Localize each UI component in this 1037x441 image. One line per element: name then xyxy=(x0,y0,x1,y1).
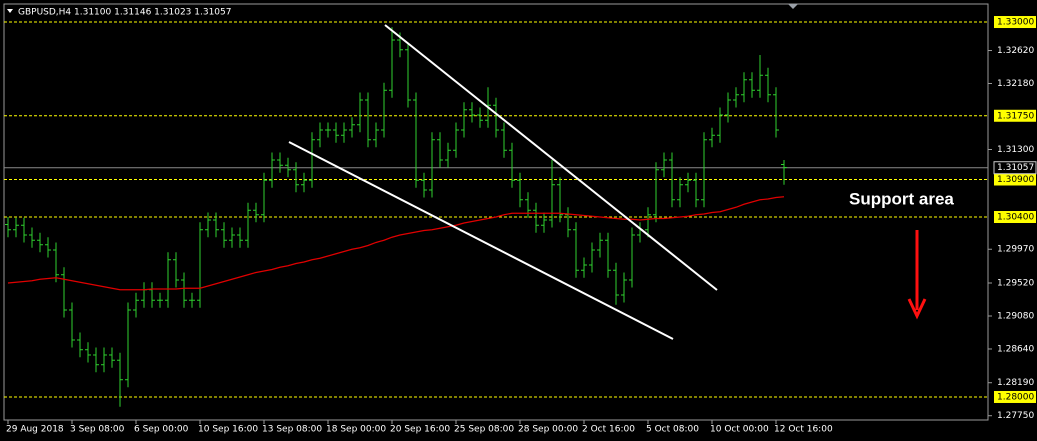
level-label-box xyxy=(994,390,1036,403)
x-tick-label: 10 Sep 16:00 xyxy=(198,425,258,435)
level-label: 1.31750 xyxy=(997,111,1034,121)
level-label-box xyxy=(994,109,1036,122)
x-tick-label: 28 Sep 00:00 xyxy=(518,425,578,435)
x-tick-label: 12 Oct 16:00 xyxy=(774,425,833,435)
chart-title: GBPUSD,H4 1.31100 1.31146 1.31023 1.3105… xyxy=(18,8,231,18)
y-tick-label: 1.27750 xyxy=(997,411,1034,421)
x-tick-label: 5 Oct 08:00 xyxy=(646,425,699,435)
plot-frame xyxy=(3,3,989,421)
trendline xyxy=(288,141,674,340)
x-tick-label: 2 Oct 16:00 xyxy=(582,425,635,435)
level-label-box xyxy=(994,210,1036,223)
price-label-box xyxy=(993,161,1037,175)
x-tick-label: 13 Sep 08:00 xyxy=(262,425,322,435)
y-tick-label: 1.31300 xyxy=(997,145,1034,155)
level-label: 1.30400 xyxy=(997,212,1034,222)
y-tick-label: 1.28190 xyxy=(997,378,1034,388)
y-tick-label: 1.32180 xyxy=(997,79,1034,89)
price-label: 1.31057 xyxy=(997,163,1034,173)
y-tick-label: 1.29970 xyxy=(997,245,1034,255)
y-tick-label: 1.28640 xyxy=(997,344,1034,354)
x-tick-label: 20 Sep 16:00 xyxy=(390,425,450,435)
y-tick-label: 1.32620 xyxy=(997,46,1034,56)
level-label: 1.33000 xyxy=(997,18,1034,28)
x-tick-label: 18 Sep 00:00 xyxy=(326,425,386,435)
menu-arrow[interactable] xyxy=(7,9,13,13)
x-tick-label: 6 Sep 00:00 xyxy=(134,425,189,435)
level-label: 1.30900 xyxy=(997,175,1034,185)
shift-marker xyxy=(788,4,798,9)
x-tick-label: 25 Sep 08:00 xyxy=(454,425,514,435)
y-tick-label: 1.29080 xyxy=(997,311,1034,321)
arrow-head xyxy=(907,298,927,320)
annotation: Support area xyxy=(849,189,954,208)
level-label-box xyxy=(994,173,1036,186)
x-tick-label: 10 Oct 00:00 xyxy=(710,425,769,435)
x-tick-label: 3 Sep 08:00 xyxy=(70,425,125,435)
x-tick-label: 29 Aug 2018 xyxy=(6,425,64,435)
trendline xyxy=(384,24,718,291)
y-tick-label: 1.29520 xyxy=(997,278,1034,288)
level-label: 1.28000 xyxy=(997,392,1034,402)
level-label-box xyxy=(994,16,1036,29)
moving-average xyxy=(7,196,785,291)
